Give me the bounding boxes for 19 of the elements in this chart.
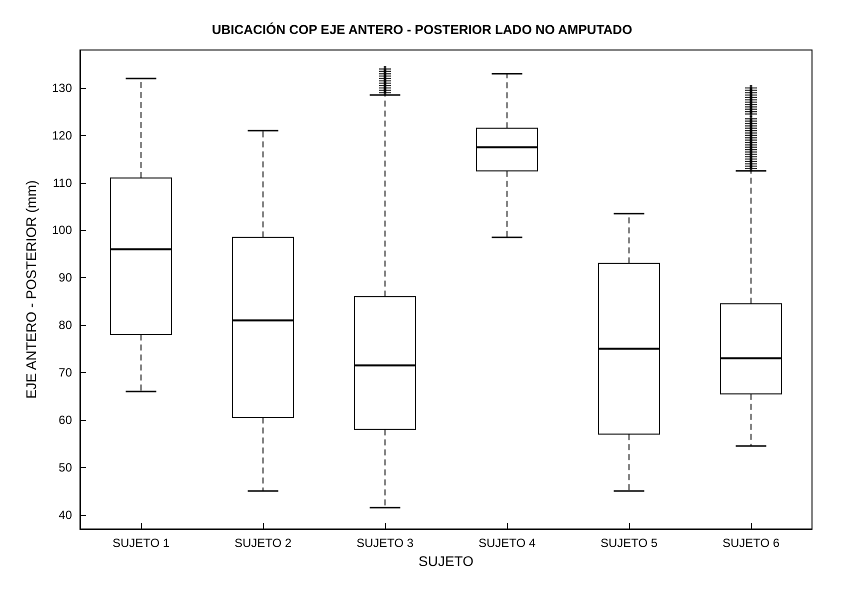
x-axis-title: SUJETO [418,552,474,569]
x-tick-label: SUJETO 2 [234,536,292,550]
x-tick-label: SUJETO 1 [112,536,170,550]
y-tick-label: 100 [52,223,72,238]
y-tick-label: 120 [52,128,72,142]
y-tick-label: 90 [58,270,72,285]
x-tick-label: SUJETO 3 [356,536,414,550]
y-tick-label: 60 [58,412,72,427]
y-tick-label: 70 [58,365,72,380]
x-tick-label: SUJETO 4 [478,536,536,550]
chart-title: UBICACIÓN COP EJE ANTERO - POSTERIOR LADO NO AMPUTADO [212,22,632,37]
x-tick-label: SUJETO 5 [600,536,658,550]
x-tick-label: SUJETO 6 [722,536,780,550]
y-tick-label: 40 [58,508,72,522]
y-axis-title: EJE ANTERO - POSTERIOR (mm) [23,180,39,399]
y-tick-label: 80 [58,318,72,332]
y-tick-label: 110 [52,176,72,190]
y-tick-label: 130 [52,80,72,95]
y-tick-label: 50 [58,460,72,474]
